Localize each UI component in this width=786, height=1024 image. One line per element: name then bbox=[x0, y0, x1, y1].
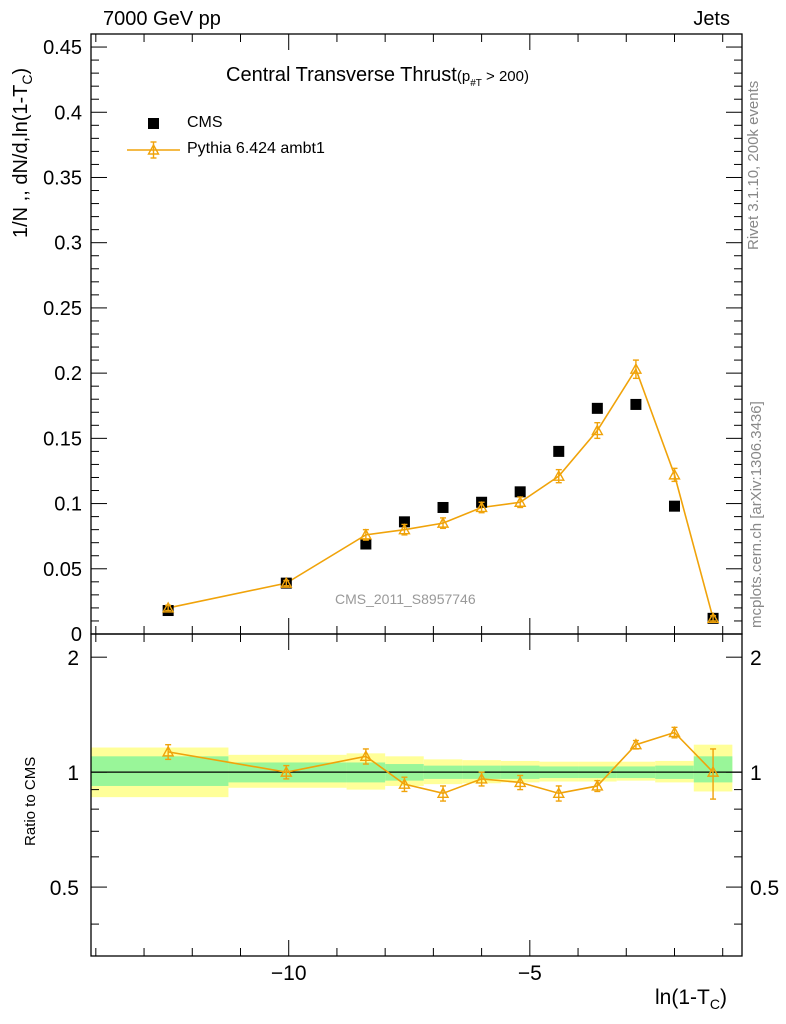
pythia-point-7 bbox=[552, 469, 565, 481]
y-tick-label-7: 0.35 bbox=[43, 167, 82, 189]
y-tick-label-3: 0.15 bbox=[43, 428, 82, 450]
ratio-point-8 bbox=[591, 779, 604, 791]
legend-label-pythia: Pythia 6.424 ambt1 bbox=[187, 140, 325, 157]
y-tick-label-6: 0.3 bbox=[54, 233, 82, 255]
ratio-point-2 bbox=[359, 749, 373, 762]
ratio-band-green-0 bbox=[91, 756, 229, 786]
cms-point-4 bbox=[437, 501, 449, 513]
y-tick-label-5: 0.25 bbox=[43, 298, 82, 320]
y-tick-label-0: 0 bbox=[71, 624, 82, 646]
ratio-tick-label-right-2: 2 bbox=[750, 647, 762, 670]
ratio-point-4 bbox=[436, 786, 450, 799]
pythia-point-4 bbox=[436, 516, 450, 528]
ratio-point-5 bbox=[475, 772, 488, 784]
ratio-point-7 bbox=[552, 786, 565, 799]
cms-point-3 bbox=[398, 516, 410, 528]
ratio-tick-label-left-2: 2 bbox=[67, 647, 79, 670]
ratio-point-3 bbox=[398, 777, 411, 789]
ratio-point-1 bbox=[280, 765, 293, 777]
ratio-plot-frame bbox=[90, 633, 743, 957]
header-right: Jets bbox=[693, 8, 730, 30]
cms-point-8 bbox=[591, 402, 603, 414]
ratio-point-10 bbox=[668, 726, 681, 738]
cms-point-2 bbox=[360, 538, 372, 550]
ratio-point-9 bbox=[629, 738, 643, 750]
ratio-y-axis-label: Ratio to CMS bbox=[22, 756, 39, 846]
pythia-point-5 bbox=[475, 501, 488, 513]
x-tick-label-0: −10 bbox=[271, 962, 307, 985]
watermark: CMS_2011_S8957746 bbox=[335, 591, 476, 607]
pythia-point-3 bbox=[398, 523, 411, 535]
ratio-point-0 bbox=[161, 745, 175, 757]
x-axis-label: ln(1-TC) bbox=[655, 986, 727, 1013]
pythia-point-11 bbox=[706, 611, 720, 624]
ratio-point-6 bbox=[513, 775, 527, 788]
ratio-tick-label-right-0: 0.5 bbox=[750, 877, 779, 900]
ratio-line bbox=[168, 731, 714, 795]
pythia-point-8 bbox=[591, 424, 604, 436]
chart-title: Central Transverse Thrust(p#T > 200) bbox=[226, 64, 529, 89]
side-label-mcplots: mcplots.cern.ch [arXiv:1306.3436] bbox=[748, 401, 765, 628]
pythia-point-9 bbox=[629, 362, 643, 374]
x-tick-label-1: −5 bbox=[518, 962, 542, 985]
header-left: 7000 GeV pp bbox=[103, 8, 221, 30]
y-tick-label-8: 0.4 bbox=[54, 102, 82, 124]
ratio-point-11 bbox=[706, 765, 720, 777]
y-tick-label-9: 0.45 bbox=[43, 37, 82, 59]
ratio-tick-label-right-1: 1 bbox=[750, 762, 762, 785]
cms-point-9 bbox=[630, 398, 642, 410]
pythia-point-2 bbox=[359, 528, 373, 540]
cms-point-10 bbox=[668, 500, 680, 512]
legend-marker-cms bbox=[148, 118, 159, 129]
pythia-point-1 bbox=[280, 576, 293, 588]
pythia-line bbox=[167, 367, 714, 619]
cms-point-6 bbox=[514, 486, 526, 498]
y-tick-label-1: 0.05 bbox=[43, 559, 82, 581]
ratio-tick-label-left-1: 1 bbox=[67, 762, 79, 785]
y-tick-label-2: 0.1 bbox=[54, 494, 82, 516]
side-label-rivet: Rivet 3.1.10, 200k events bbox=[745, 80, 762, 250]
y-tick-label-4: 0.2 bbox=[54, 363, 82, 385]
legend-marker-pythia bbox=[147, 143, 160, 155]
pythia-point-10 bbox=[668, 468, 681, 480]
ratio-tick-label-left-0: 0.5 bbox=[50, 877, 79, 900]
pythia-point-0 bbox=[161, 601, 175, 613]
y-axis-label: 1/N ,, dN/d,ln(1-TC) bbox=[10, 67, 35, 238]
cms-point-7 bbox=[553, 445, 565, 457]
pythia-point-6 bbox=[513, 495, 527, 507]
legend-label-cms: CMS bbox=[187, 114, 223, 131]
